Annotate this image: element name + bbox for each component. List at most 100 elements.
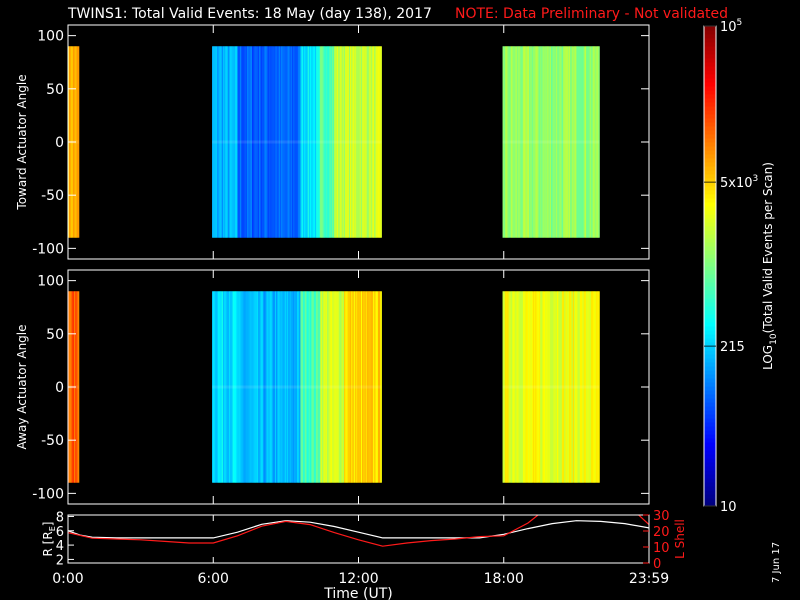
- heatmap-strip: [296, 291, 299, 483]
- zero-angle-band: [212, 385, 382, 389]
- y-tick-label: 50: [46, 82, 64, 98]
- colorbar-step: [704, 398, 716, 403]
- heatmap-strip: [350, 46, 352, 238]
- heatmap-strip: [587, 291, 589, 483]
- heatmap-strip: [360, 291, 363, 483]
- heatmap-strip: [254, 291, 257, 483]
- heatmap-strip: [333, 291, 335, 483]
- heatmap-strip: [336, 291, 339, 483]
- heatmap-strip: [320, 46, 323, 238]
- colorbar-step: [704, 382, 716, 387]
- heatmap-strip: [530, 291, 532, 483]
- heatmap-strip: [531, 291, 534, 483]
- zero-angle-band: [212, 140, 382, 144]
- heatmap-strip: [277, 291, 280, 483]
- heatmap-strip: [271, 46, 273, 238]
- heatmap-strip: [594, 46, 597, 238]
- heatmap-strip: [317, 46, 319, 238]
- heatmap-strip: [297, 46, 300, 238]
- heatmap-strip: [362, 46, 364, 238]
- heatmap-strip: [345, 291, 347, 483]
- heatmap-strip: [584, 46, 587, 238]
- colorbar-tick-label: 105: [720, 18, 742, 35]
- heatmap-strip: [230, 46, 232, 238]
- x-tick-label: 18:00: [484, 571, 524, 587]
- heatmap-strip: [343, 46, 346, 238]
- heatmap-strip: [76, 46, 79, 238]
- colorbar-step: [704, 302, 716, 307]
- heatmap-strip: [245, 46, 248, 238]
- preliminary-note: NOTE: Data Preliminary - Not validated: [455, 6, 729, 22]
- heatmap-strip: [266, 291, 269, 483]
- heatmap-strip: [589, 291, 592, 483]
- heatmap-strip: [570, 46, 572, 238]
- colorbar-step: [704, 458, 716, 463]
- heatmap-strip: [571, 46, 574, 238]
- heatmap-strip: [226, 291, 229, 483]
- heatmap-strip: [565, 291, 568, 483]
- colorbar-step: [704, 202, 716, 207]
- radius-line: [68, 520, 649, 539]
- heatmap-strip: [264, 291, 266, 483]
- heatmap-strip: [270, 46, 272, 238]
- heatmap-strip: [306, 291, 309, 483]
- heatmap-strip: [519, 46, 522, 238]
- heatmap-strip: [221, 46, 224, 238]
- heatmap-strip: [219, 291, 221, 483]
- heatmap-strip: [281, 46, 283, 238]
- heatmap-strip: [511, 46, 513, 238]
- heatmap-strip: [374, 291, 376, 483]
- colorbar-tick-label: 215: [720, 340, 745, 355]
- colorbar-step: [704, 90, 716, 95]
- colorbar-step: [704, 162, 716, 167]
- colorbar-step: [704, 210, 716, 215]
- heatmap-strip: [504, 291, 507, 483]
- heatmap-strip: [366, 291, 369, 483]
- heatmap-strip: [213, 46, 215, 238]
- colorbar-step: [704, 478, 716, 483]
- heatmap-strip: [564, 46, 566, 238]
- heatmap-strip: [285, 46, 288, 238]
- colorbar-step: [704, 434, 716, 439]
- colorbar-step: [704, 66, 716, 71]
- colorbar-step: [704, 158, 716, 163]
- heatmap-strip: [511, 291, 513, 483]
- heatmap-strip: [274, 291, 277, 483]
- heatmap-strip: [346, 46, 349, 238]
- heatmap-strip: [222, 291, 225, 483]
- y-tick-label: 100: [37, 29, 64, 45]
- heatmap-strip: [288, 46, 290, 238]
- colorbar-step: [704, 366, 716, 371]
- heatmap-strip: [312, 46, 315, 238]
- heatmap-strip: [331, 46, 334, 238]
- heatmap-strip: [531, 46, 534, 238]
- colorbar-step: [704, 502, 716, 507]
- heatmap-strip: [523, 46, 525, 238]
- heatmap-strip: [377, 291, 380, 483]
- heatmap-strip: [508, 291, 511, 483]
- colorbar-step: [704, 322, 716, 327]
- x-tick-label: 23:59: [629, 571, 669, 587]
- heatmap-strip: [224, 291, 226, 483]
- heatmap-strip: [356, 291, 358, 483]
- heatmap-strip: [552, 291, 554, 483]
- heatmap-strip: [376, 291, 379, 483]
- heatmap-strip: [503, 46, 506, 238]
- heatmap-strip: [232, 46, 235, 238]
- heatmap-strip: [353, 291, 356, 483]
- heatmap-strip: [362, 291, 364, 483]
- heatmap-strip: [351, 46, 353, 238]
- colorbar-step: [704, 386, 716, 391]
- heatmap-strip: [518, 46, 520, 238]
- heatmap-strip: [524, 46, 526, 238]
- heatmap-strip: [310, 46, 312, 238]
- heatmap-strip: [268, 291, 271, 483]
- colorbar-step: [704, 342, 716, 347]
- heatmap-strip: [345, 46, 347, 238]
- heatmap-strip: [560, 46, 563, 238]
- heatmap-strip: [272, 291, 275, 483]
- colorbar-step: [704, 242, 716, 247]
- colorbar-step: [704, 134, 716, 139]
- heatmap-strip: [227, 291, 230, 483]
